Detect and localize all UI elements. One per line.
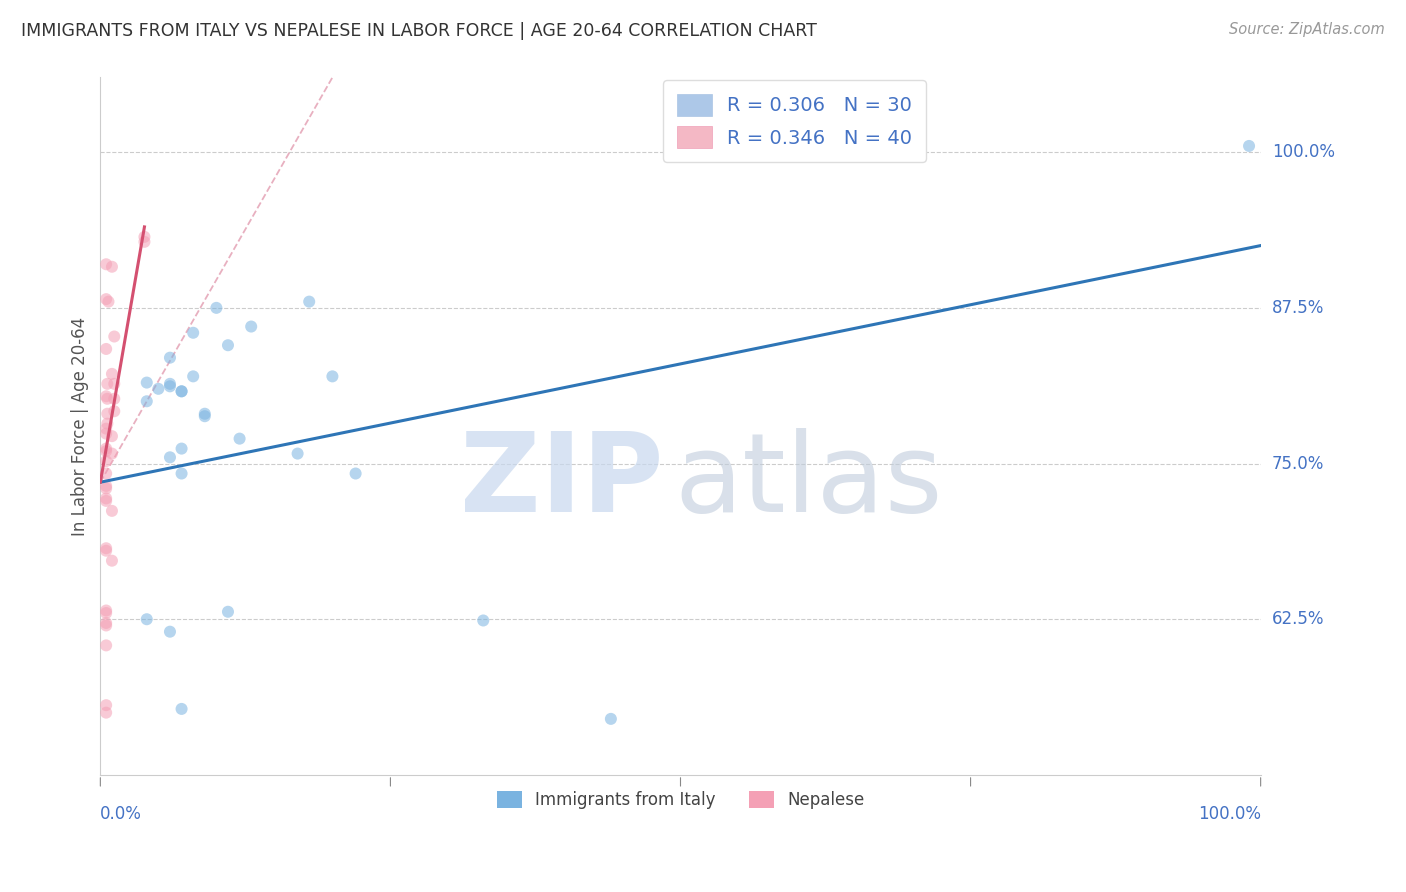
Point [1237,139,1260,153]
Point [94,444,117,458]
Point [94,618,117,632]
Point [217,338,239,352]
Text: 0.0%: 0.0% [100,805,142,823]
Point [103,376,125,391]
Point [94,479,117,493]
Legend: Immigrants from Italy, Nepalese: Immigrants from Italy, Nepalese [489,784,872,815]
Point [101,367,124,381]
Point [94,606,117,620]
Point [228,432,250,446]
Point [103,329,125,343]
Point [94,342,117,356]
Point [134,230,156,244]
Text: 100.0%: 100.0% [1198,805,1261,823]
Text: IMMIGRANTS FROM ITALY VS NEPALESE IN LABOR FORCE | AGE 20-64 CORRELATION CHART: IMMIGRANTS FROM ITALY VS NEPALESE IN LAB… [21,22,817,40]
Text: ZIP: ZIP [460,428,664,535]
Point [159,376,181,391]
Point [217,605,239,619]
Text: atlas: atlas [675,428,943,535]
Point [135,394,157,409]
Point [94,706,117,720]
Point [101,554,124,568]
Point [135,376,157,390]
Point [96,376,118,391]
Y-axis label: In Labor Force | Age 20-64: In Labor Force | Age 20-64 [72,317,89,536]
Point [170,384,193,399]
Point [94,698,117,713]
Point [205,301,228,315]
Point [103,392,125,406]
Point [94,482,117,496]
Point [94,494,117,508]
Point [96,417,118,431]
Point [194,407,217,421]
Point [94,257,117,271]
Point [94,603,117,617]
Point [181,369,204,384]
Text: 87.5%: 87.5% [1272,299,1324,317]
Point [94,543,117,558]
Point [159,379,181,393]
Point [159,351,181,365]
Point [96,392,118,406]
Point [94,292,117,306]
Point [240,319,263,334]
Point [94,639,117,653]
Point [170,384,193,399]
Text: 100.0%: 100.0% [1272,144,1334,161]
Point [287,447,309,461]
Point [298,294,321,309]
Point [194,409,217,424]
Point [94,422,117,436]
Point [96,407,118,421]
Point [159,450,181,465]
Point [94,615,117,630]
Point [599,712,621,726]
Point [94,389,117,403]
Point [344,467,367,481]
Point [94,541,117,556]
Point [94,426,117,441]
Point [472,614,495,628]
Point [134,235,156,249]
Point [101,429,124,443]
Point [101,504,124,518]
Text: 75.0%: 75.0% [1272,455,1324,473]
Point [181,326,204,340]
Point [97,294,120,309]
Point [148,382,170,396]
Point [321,369,343,384]
Point [103,404,125,418]
Point [159,624,181,639]
Point [170,442,193,456]
Point [101,260,124,274]
Point [94,491,117,506]
Point [170,702,193,716]
Point [94,454,117,468]
Text: 62.5%: 62.5% [1272,610,1324,628]
Point [170,467,193,481]
Point [101,447,124,461]
Point [135,612,157,626]
Text: Source: ZipAtlas.com: Source: ZipAtlas.com [1229,22,1385,37]
Point [94,467,117,481]
Point [94,442,117,456]
